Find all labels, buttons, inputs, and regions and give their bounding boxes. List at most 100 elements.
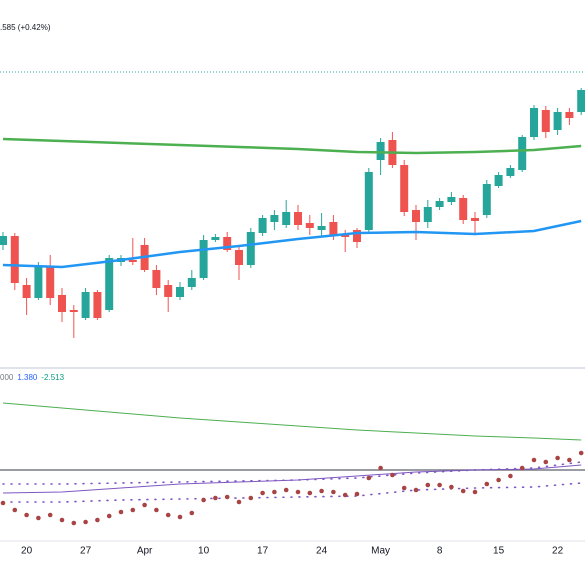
oscillator-dot — [283, 487, 289, 493]
oscillator-dot — [331, 489, 336, 495]
oscillator-dot — [165, 512, 171, 518]
candle-body — [258, 218, 267, 233]
candle-body — [565, 112, 574, 118]
candle-body — [128, 260, 137, 262]
candle-body — [317, 226, 326, 230]
oscillator-dot — [519, 465, 525, 471]
oscillator-dot — [472, 489, 478, 495]
oscillator-dot — [342, 492, 348, 498]
oscillator-dot — [449, 484, 454, 490]
oscillator-dot — [307, 490, 313, 496]
candle-body — [305, 223, 314, 228]
x-tick-label: 27 — [80, 546, 92, 557]
candle-body — [10, 236, 19, 283]
oscillator-line — [2, 402, 582, 441]
oscillator-dot — [543, 459, 549, 465]
candle-body — [270, 215, 279, 222]
candle-body — [199, 240, 208, 278]
candle-body — [364, 172, 373, 230]
oscillator-dot — [106, 513, 112, 519]
oscillator-dot — [413, 487, 419, 493]
oscillator-dot — [0, 500, 6, 506]
x-tick-label: May — [371, 546, 390, 557]
oscillator-line — [2, 464, 582, 494]
x-tick-label: 17 — [257, 546, 269, 557]
indicator-values: 000 1.380 -2.513 — [0, 373, 65, 382]
moving-average — [2, 137, 582, 155]
candle-body — [246, 232, 255, 265]
oscillator-dot — [496, 477, 501, 483]
candle-body — [400, 165, 409, 212]
candle-body — [34, 266, 43, 298]
candle-body — [46, 266, 55, 298]
candle-body — [494, 175, 503, 186]
oscillator-dot — [508, 473, 513, 479]
oscillator-dot — [460, 488, 466, 494]
oscillator-dot — [319, 488, 324, 494]
candle-body — [506, 168, 515, 176]
candle-body — [152, 270, 161, 288]
candle-body — [411, 210, 420, 222]
x-tick-label: 22 — [552, 546, 564, 557]
oscillator-dot — [567, 457, 572, 463]
oscillator-dot — [95, 517, 100, 523]
candle-body — [376, 142, 385, 160]
x-tick-label: 24 — [316, 546, 328, 557]
candle-body — [470, 218, 479, 221]
oscillator-dot — [24, 512, 29, 518]
candle-body — [211, 237, 220, 240]
oscillator-dot — [142, 502, 147, 508]
oscillator-dot — [12, 507, 18, 513]
candle-body — [435, 201, 444, 207]
oscillator-dot — [578, 450, 584, 456]
candle-body — [293, 212, 302, 225]
candle-body — [282, 212, 291, 225]
x-tick-label: 15 — [493, 546, 505, 557]
candle-body — [0, 236, 7, 245]
oscillator-dot — [295, 489, 301, 495]
oscillator-dot — [378, 465, 383, 471]
oscillator-dot — [248, 495, 254, 501]
x-tick-label: Apr — [137, 546, 153, 557]
oscillator-dot — [83, 519, 88, 525]
indicator-value: -2.513 — [41, 373, 64, 382]
x-tick-label: 8 — [437, 546, 443, 557]
x-tick-label: 10 — [198, 546, 210, 557]
candle-body — [164, 285, 173, 297]
candle-body — [22, 285, 31, 298]
oscillator-dot — [484, 481, 490, 487]
oscillator-dot — [189, 510, 195, 516]
candle-body — [223, 237, 232, 250]
candle-body — [81, 292, 90, 318]
oscillator-dot — [272, 489, 277, 495]
oscillator-dot — [47, 512, 53, 518]
indicator-value: 1.380 — [17, 373, 38, 382]
oscillator-dot — [71, 520, 77, 526]
candle-body — [447, 197, 456, 202]
oscillator-dot — [130, 507, 136, 513]
candle-body — [187, 278, 196, 287]
candle-body — [459, 198, 468, 220]
oscillator-dot — [260, 490, 265, 496]
candle-body — [541, 110, 550, 132]
oscillator-dot — [118, 509, 124, 515]
oscillator-dot — [36, 515, 41, 521]
candle-body — [234, 250, 243, 265]
moving-average — [2, 219, 582, 269]
candle-body — [482, 184, 491, 215]
candle-body — [69, 310, 78, 312]
oscillator-dot — [154, 507, 159, 513]
oscillator-dot — [425, 482, 431, 488]
candle-body — [553, 112, 562, 130]
oscillator-dot — [555, 455, 560, 461]
candle-body — [423, 207, 432, 222]
candle-body — [530, 108, 539, 137]
oscillator-dot — [354, 491, 360, 497]
candle-body — [518, 137, 527, 170]
x-tick-label: 20 — [21, 546, 33, 557]
candle-body — [341, 235, 350, 237]
candle-body — [577, 90, 585, 112]
oscillator-dot — [59, 517, 65, 523]
